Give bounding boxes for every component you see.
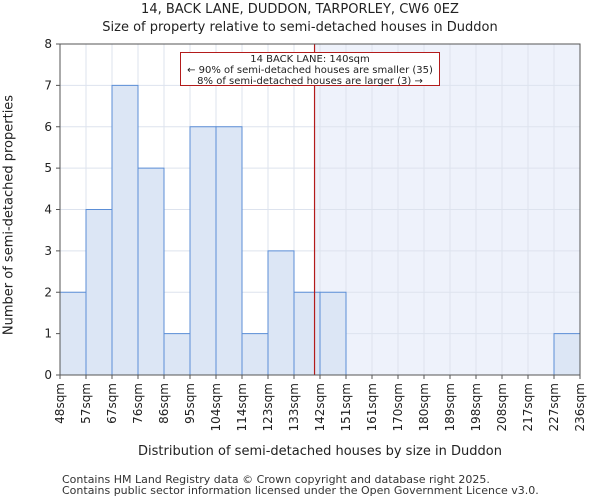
y-axis-label: Number of semi-detached properties bbox=[1, 94, 17, 336]
histogram-bar bbox=[85, 209, 113, 376]
y-tick-label: 1 bbox=[44, 327, 52, 341]
x-tick-label: 133sqm bbox=[287, 383, 301, 431]
footer-line-1: Contains HM Land Registry data © Crown c… bbox=[62, 473, 490, 486]
histogram-bar bbox=[59, 291, 87, 376]
histogram-bar bbox=[189, 126, 217, 376]
x-tick-label: 208sqm bbox=[495, 383, 509, 431]
histogram-bar bbox=[111, 84, 139, 376]
annotation-line-2: ← 90% of semi-detached houses are smalle… bbox=[187, 65, 433, 76]
x-tick-label: 76sqm bbox=[131, 383, 145, 424]
histogram-bar bbox=[293, 291, 321, 376]
histogram-bar bbox=[267, 250, 295, 376]
x-tick-label: 227sqm bbox=[547, 383, 561, 431]
x-tick-label: 189sqm bbox=[443, 383, 457, 431]
x-axis-label: Distribution of semi-detached houses by … bbox=[138, 444, 502, 459]
histogram-bar bbox=[163, 333, 191, 376]
x-tick-label: 67sqm bbox=[105, 383, 119, 424]
x-tick-label: 86sqm bbox=[157, 383, 171, 424]
y-tick-label: 4 bbox=[44, 203, 52, 217]
chart-title: 14, BACK LANE, DUDDON, TARPORLEY, CW6 0E… bbox=[141, 2, 459, 17]
x-tick-label: 57sqm bbox=[79, 383, 93, 424]
x-tick-label: 217sqm bbox=[521, 383, 535, 431]
y-tick-label: 8 bbox=[44, 37, 52, 51]
annotation-line-3: 8% of semi-detached houses are larger (3… bbox=[197, 76, 423, 87]
histogram-bar bbox=[137, 167, 165, 376]
y-tick-label: 6 bbox=[44, 120, 52, 134]
x-tick-label: 104sqm bbox=[209, 383, 223, 431]
y-tick-label: 2 bbox=[44, 285, 52, 299]
histogram-bar bbox=[553, 333, 581, 376]
marker-annotation: 14 BACK LANE: 140sqm ← 90% of semi-detac… bbox=[180, 52, 440, 87]
x-tick-label: 95sqm bbox=[183, 383, 197, 424]
x-tick-label: 142sqm bbox=[313, 383, 327, 431]
y-tick-label: 7 bbox=[44, 78, 52, 92]
x-tick-label: 114sqm bbox=[235, 383, 249, 431]
histogram-bar bbox=[215, 126, 243, 376]
y-tick-label: 5 bbox=[44, 161, 52, 175]
chart-subtitle: Size of property relative to semi-detach… bbox=[102, 20, 498, 35]
x-tick-label: 170sqm bbox=[391, 383, 405, 431]
histogram-bar bbox=[319, 291, 347, 376]
y-tick-label: 0 bbox=[44, 368, 52, 382]
x-tick-label: 236sqm bbox=[573, 383, 587, 431]
x-tick-label: 180sqm bbox=[417, 383, 431, 431]
x-tick-label: 48sqm bbox=[53, 383, 67, 424]
x-tick-label: 123sqm bbox=[261, 383, 275, 431]
footer-line-2: Contains public sector information licen… bbox=[62, 484, 539, 497]
y-tick-label: 3 bbox=[44, 244, 52, 258]
histogram-bar bbox=[241, 333, 269, 376]
x-tick-label: 151sqm bbox=[339, 383, 353, 431]
x-tick-label: 161sqm bbox=[365, 383, 379, 431]
annotation-line-1: 14 BACK LANE: 140sqm bbox=[250, 54, 370, 65]
x-tick-label: 198sqm bbox=[469, 383, 483, 431]
